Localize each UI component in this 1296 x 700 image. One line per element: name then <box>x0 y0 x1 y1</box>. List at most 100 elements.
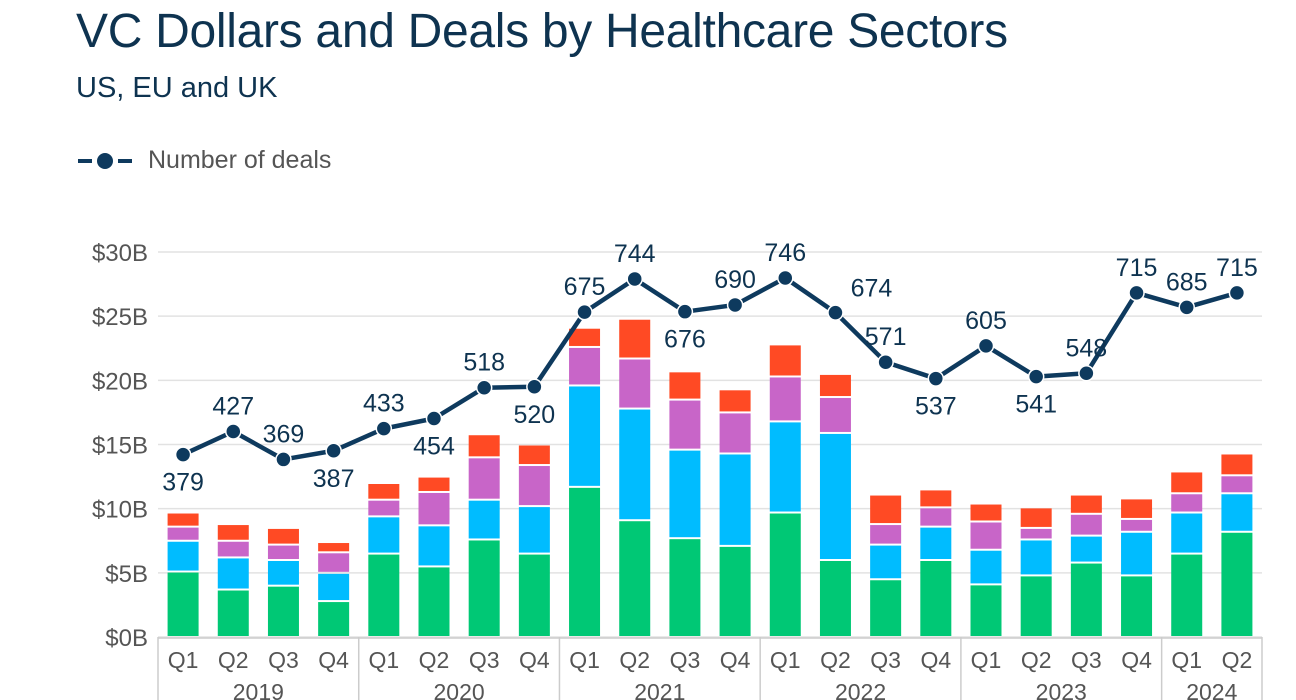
x-tick-label: Q2 <box>419 647 450 673</box>
deals-point <box>475 379 493 396</box>
deals-line <box>182 275 1238 462</box>
bar-segment <box>970 550 1002 584</box>
x-tick-label: Q1 <box>1171 647 1202 673</box>
bar-segment <box>870 495 902 524</box>
bar-segment <box>1221 476 1253 493</box>
bar-segment <box>1121 519 1153 531</box>
bar-segment <box>167 513 199 526</box>
bar-segment <box>870 525 902 544</box>
legend: Number of deals <box>76 146 331 175</box>
deals-point <box>1228 284 1246 302</box>
bar-segment <box>970 504 1002 521</box>
bar-segment <box>368 554 400 636</box>
bar-segment <box>217 590 249 636</box>
x-tick-label: Q2 <box>820 647 851 673</box>
bar-segment <box>368 517 400 553</box>
bar-segment <box>719 390 751 412</box>
y-tick-label: $0B <box>105 625 148 652</box>
bar-segment <box>769 422 801 512</box>
bar-segment <box>267 545 299 559</box>
bar-segment <box>1221 532 1253 636</box>
x-tick-label: Q4 <box>519 647 550 673</box>
bar-segment <box>167 527 199 540</box>
x-tick-label: Q4 <box>720 647 751 673</box>
bar-segment <box>920 561 952 636</box>
bar-segment <box>920 490 952 507</box>
deals-point <box>927 370 945 387</box>
deals-point <box>777 269 794 287</box>
deals-point <box>526 378 543 395</box>
chart-subtitle: US, EU and UK <box>76 72 278 104</box>
bar-segment <box>769 377 801 421</box>
bar-segment <box>1070 536 1102 562</box>
deals-data-label: 369 <box>263 420 305 448</box>
bar-segment <box>468 458 500 499</box>
bar-segment <box>769 513 801 636</box>
bar-segment <box>1121 499 1153 518</box>
bar-segment <box>719 546 751 636</box>
bar-segment <box>318 553 350 572</box>
deals-data-label: 715 <box>1216 254 1258 282</box>
x-tick-label: Q4 <box>318 647 349 673</box>
year-label: 2022 <box>835 679 886 700</box>
bar-segment <box>819 374 851 397</box>
y-tick-label: $10B <box>92 497 148 524</box>
deals-data-label: 518 <box>463 349 505 377</box>
bar-segment <box>1020 528 1052 539</box>
x-tick-label: Q3 <box>469 647 500 673</box>
bar-segment <box>819 398 851 432</box>
bar-segment <box>1221 454 1253 475</box>
bar-segment <box>1171 554 1203 636</box>
bar-segment <box>468 500 500 539</box>
bar-segment <box>619 359 651 408</box>
deals-data-label: 675 <box>564 273 606 301</box>
bar-segment <box>870 580 902 636</box>
deals-data-label: 454 <box>413 433 455 461</box>
bar-segment <box>719 413 751 453</box>
bar-segment <box>819 561 851 636</box>
deals-data-label: 690 <box>714 266 756 294</box>
bar-segment <box>569 347 601 385</box>
deals-point <box>174 446 192 463</box>
x-tick-label: Q1 <box>770 647 801 673</box>
x-tick-label: Q3 <box>870 647 901 673</box>
bar-segment <box>468 435 500 457</box>
deals-data-label: 427 <box>212 393 254 421</box>
x-tick-label: Q3 <box>670 647 701 673</box>
x-tick-label: Q1 <box>569 647 600 673</box>
deals-point <box>1128 284 1145 302</box>
bar-segment <box>518 466 550 506</box>
year-label: 2019 <box>233 679 284 700</box>
deals-point <box>977 337 995 355</box>
deals-data-label: 744 <box>614 240 656 268</box>
bar-segment <box>418 526 450 566</box>
bar-segment <box>619 409 651 520</box>
bar-segment <box>318 543 350 552</box>
bar-segment <box>1070 495 1102 513</box>
bar-segment <box>569 487 601 636</box>
bar-segment <box>970 522 1002 549</box>
bar-segment <box>1121 576 1153 636</box>
bar-segment <box>418 477 450 491</box>
bar-segment <box>167 572 199 636</box>
bar-segment <box>267 561 299 585</box>
deals-point <box>425 410 443 427</box>
bar-segment <box>518 507 550 553</box>
bar-segment <box>970 585 1002 636</box>
bar-segment <box>920 527 952 559</box>
deals-data-label: 605 <box>965 307 1007 335</box>
bar-segment <box>920 508 952 526</box>
bar-segment <box>669 372 701 399</box>
deals-data-label: 715 <box>1116 254 1158 282</box>
y-tick-label: $5B <box>105 561 148 588</box>
deals-point <box>1078 365 1095 382</box>
deals-data-label: 571 <box>865 323 907 351</box>
bar-segment <box>418 492 450 525</box>
x-tick-label: Q2 <box>619 647 650 673</box>
bar-segment <box>368 484 400 499</box>
x-tick-label: Q1 <box>971 647 1002 673</box>
bar-segment <box>418 567 450 636</box>
bar-segment <box>1020 540 1052 575</box>
bar-segment <box>518 445 550 465</box>
